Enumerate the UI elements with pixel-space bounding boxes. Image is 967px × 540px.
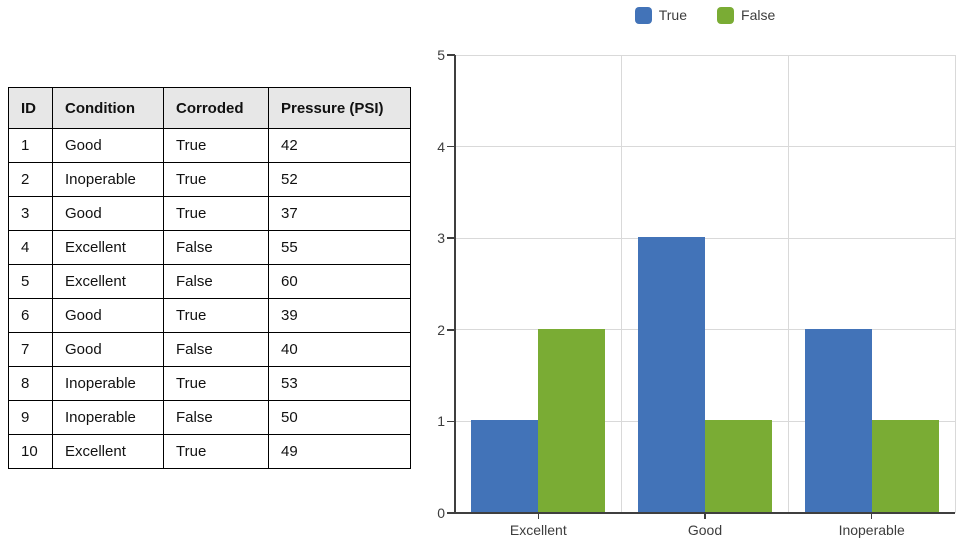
- x-tick-label-inoperable: Inoperable: [838, 522, 905, 538]
- table-cell-condition: Excellent: [52, 230, 164, 265]
- y-axis-tick-4: [447, 145, 455, 148]
- table-cell-pressure-psi-: 50: [268, 400, 411, 435]
- table-cell-id: 10: [8, 434, 53, 469]
- bar-true-good: [638, 237, 705, 512]
- table-cell-corroded: True: [163, 366, 269, 401]
- table-row: 1 Good True 42: [8, 128, 411, 163]
- y-axis-tick-3: [447, 237, 455, 239]
- table-cell-corroded: True: [163, 196, 269, 231]
- table-cell-id: 3: [8, 196, 53, 231]
- column-header-pressure-psi-: Pressure (PSI): [268, 87, 411, 129]
- table-cell-pressure-psi-: 39: [268, 298, 411, 333]
- table-cell-corroded: False: [163, 230, 269, 265]
- table-cell-condition: Excellent: [52, 434, 164, 469]
- gridline-v-3: [954, 55, 956, 513]
- table-header-row: ID Condition Corroded Pressure (PSI): [8, 87, 411, 129]
- table-cell-condition: Inoperable: [52, 162, 164, 197]
- x-axis: [454, 512, 955, 514]
- table-row: 10 Excellent True 49: [8, 434, 411, 469]
- table-cell-id: 5: [8, 264, 53, 299]
- bar-false-inoperable: [871, 420, 939, 512]
- table-cell-condition: Excellent: [52, 264, 164, 299]
- gridline-h-2: [455, 329, 955, 331]
- gridline-h-3: [455, 237, 955, 239]
- gridline-h-5: [455, 54, 955, 56]
- table-cell-condition: Inoperable: [52, 366, 164, 401]
- table-cell-id: 6: [8, 298, 53, 333]
- y-axis-tick-0: [447, 512, 455, 514]
- legend-label-false: False: [741, 6, 776, 23]
- table-cell-id: 1: [8, 128, 53, 163]
- legend-swatch-true: [634, 6, 652, 24]
- x-tick-label-good: Good: [687, 522, 723, 538]
- table-cell-id: 7: [8, 332, 53, 367]
- table-cell-condition: Good: [52, 332, 164, 367]
- x-tick-label-excellent: Excellent: [509, 522, 567, 538]
- table-row: 2 Inoperable True 52: [8, 162, 411, 197]
- y-axis-tick-2: [447, 329, 455, 331]
- table-cell-id: 8: [8, 366, 53, 401]
- bar-chart: True False 0 1 2 3 4 5 Excellent Good Inoperable: [420, 0, 967, 540]
- table-body: 1 Good True 42 2 Inoperable True 52 3 Good True 37 4…: [8, 128, 411, 469]
- table-cell-id: 2: [8, 162, 53, 197]
- x-axis-tick-inoperable: [870, 513, 873, 519]
- x-axis-tick-excellent: [537, 513, 540, 519]
- table-cell-corroded: True: [163, 162, 269, 197]
- table-row: 3 Good True 37: [8, 196, 411, 231]
- table-cell-corroded: True: [163, 128, 269, 163]
- table-cell-id: 9: [8, 400, 53, 435]
- table-row: 7 Good False 40: [8, 332, 411, 367]
- plot-area: 0 1 2 3 4 5 Excellent Good Inoperable: [437, 47, 956, 538]
- table-cell-pressure-psi-: 52: [268, 162, 411, 197]
- bar-true-inoperable: [804, 328, 872, 512]
- table-cell-pressure-psi-: 37: [268, 196, 411, 231]
- table-row: 9 Inoperable False 50: [8, 400, 411, 435]
- y-tick-label-3: 3: [437, 230, 445, 247]
- gridline-v-2: [787, 55, 789, 513]
- column-header-corroded: Corroded: [163, 87, 269, 129]
- gridline-h-4: [455, 146, 955, 148]
- y-tick-label-2: 2: [437, 321, 445, 338]
- table-cell-pressure-psi-: 55: [268, 230, 411, 265]
- table-cell-pressure-psi-: 42: [268, 128, 411, 163]
- y-axis-tick-1: [447, 420, 455, 423]
- table-cell-corroded: False: [163, 332, 269, 367]
- table-cell-id: 4: [8, 230, 53, 265]
- y-tick-label-1: 1: [437, 413, 445, 430]
- table-cell-corroded: False: [163, 400, 269, 435]
- legend-item-false: False: [717, 6, 776, 24]
- gridline-v-1: [621, 55, 623, 513]
- y-axis: [454, 55, 456, 513]
- table-cell-corroded: True: [163, 298, 269, 333]
- chart-legend: True False: [455, 5, 955, 25]
- x-axis-tick-good: [704, 513, 706, 519]
- column-header-condition: Condition: [52, 87, 164, 129]
- y-tick-label-0: 0: [437, 505, 445, 521]
- table-cell-condition: Good: [52, 298, 164, 333]
- y-axis-tick-5: [447, 54, 455, 56]
- column-header-id: ID: [8, 87, 53, 129]
- bar-false-excellent: [538, 328, 606, 512]
- table-cell-pressure-psi-: 60: [268, 264, 411, 299]
- table-cell-corroded: False: [163, 264, 269, 299]
- table-cell-pressure-psi-: 53: [268, 366, 411, 401]
- bar-true-excellent: [471, 420, 539, 512]
- table-row: 4 Excellent False 55: [8, 230, 411, 265]
- table-row: 8 Inoperable True 53: [8, 366, 411, 401]
- legend-item-true: True: [634, 6, 688, 24]
- table-cell-pressure-psi-: 49: [268, 434, 411, 469]
- y-tick-label-5: 5: [437, 47, 445, 63]
- table-cell-condition: Inoperable: [52, 400, 164, 435]
- table-cell-condition: Good: [52, 196, 164, 231]
- bar-false-good: [705, 420, 772, 512]
- table-row: 6 Good True 39: [8, 298, 411, 333]
- legend-swatch-false: [717, 6, 735, 24]
- table-cell-pressure-psi-: 40: [268, 332, 411, 367]
- data-table: ID Condition Corroded Pressure (PSI) 1 Good T…: [8, 87, 411, 469]
- table-row: 5 Excellent False 60: [8, 264, 411, 299]
- table-cell-corroded: True: [163, 434, 269, 469]
- legend-label-true: True: [658, 6, 688, 23]
- table-cell-condition: Good: [52, 128, 164, 163]
- y-tick-label-4: 4: [437, 138, 445, 155]
